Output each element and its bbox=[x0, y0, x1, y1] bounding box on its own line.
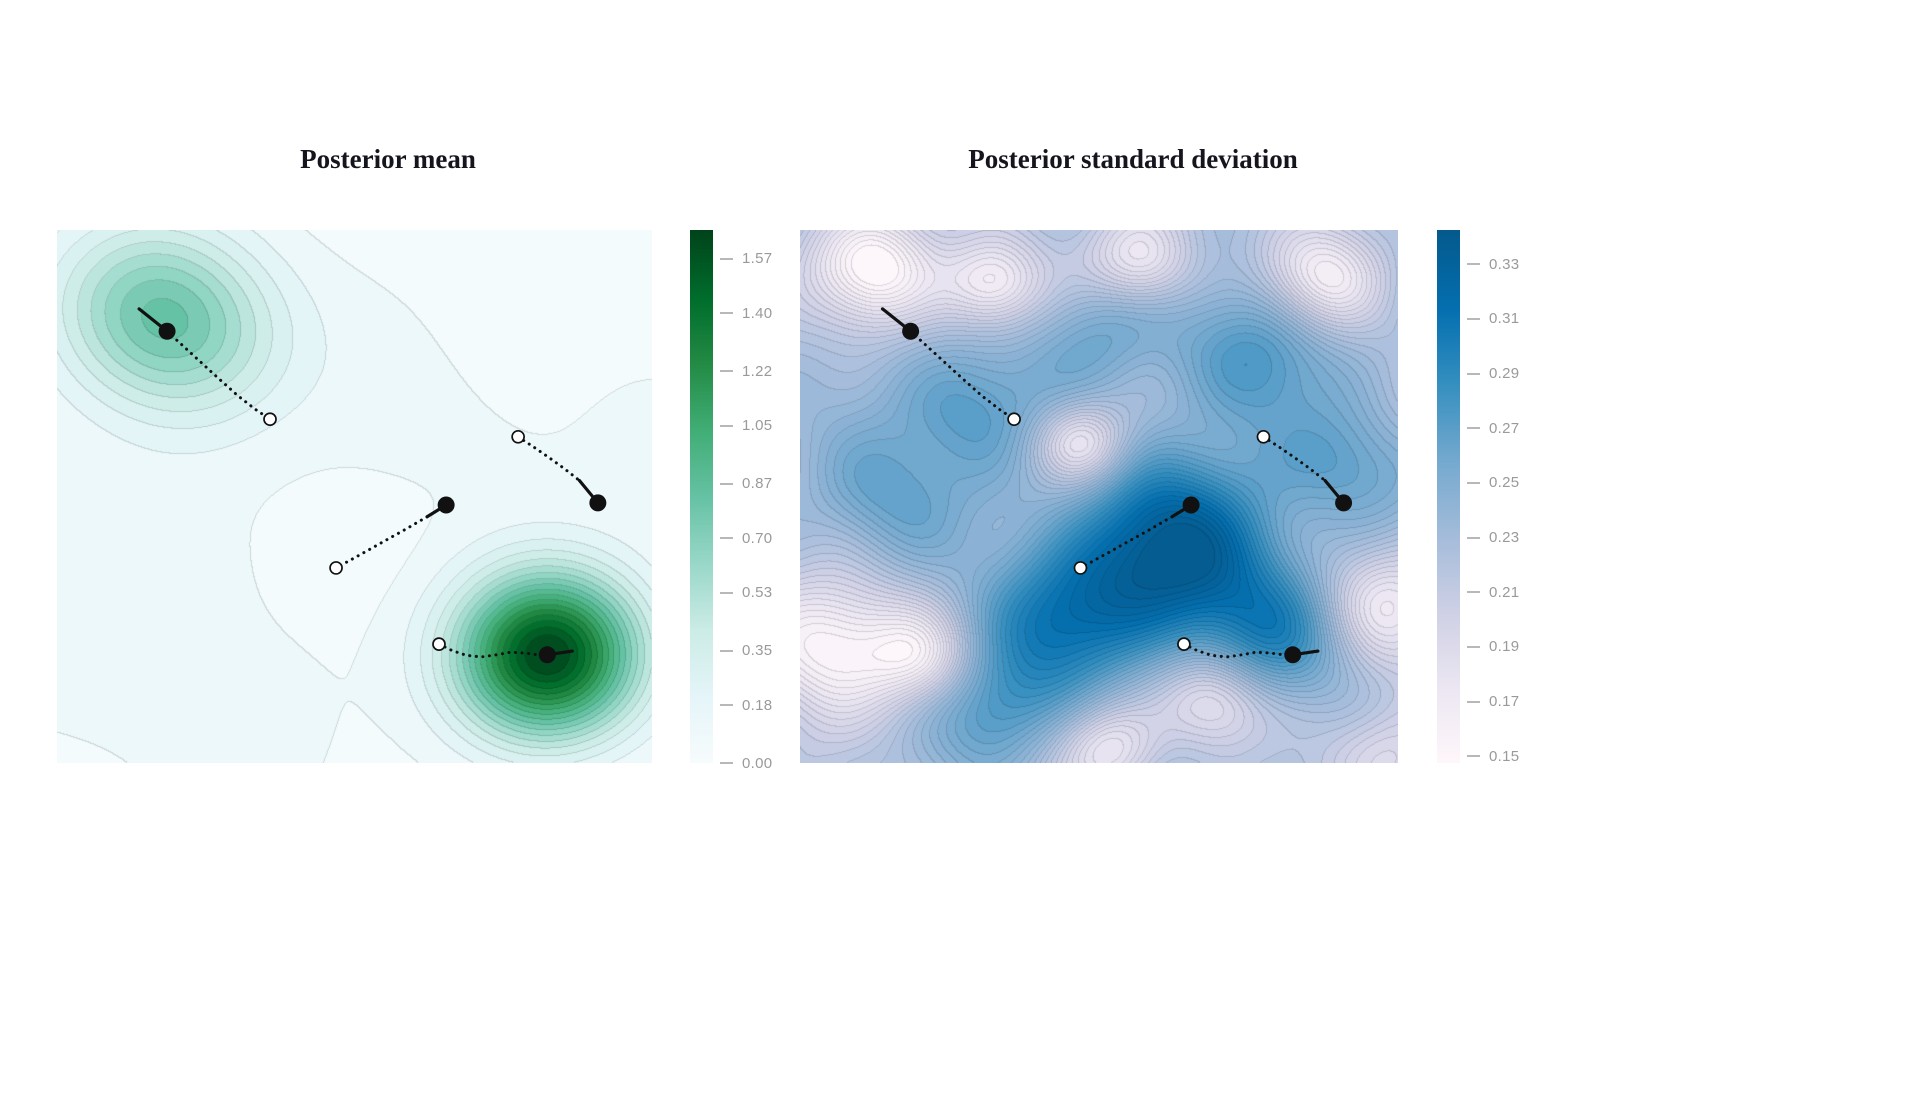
tick-mark bbox=[1467, 645, 1480, 648]
tick-mark bbox=[720, 704, 733, 707]
posterior-std-colorbar bbox=[1437, 230, 1460, 763]
tick-label: 0.17 bbox=[1489, 693, 1520, 710]
tick-label: 0.33 bbox=[1489, 255, 1520, 273]
tick-label: 0.00 bbox=[742, 754, 773, 772]
colorbar-tick: 0.15 bbox=[1467, 747, 1519, 765]
posterior-mean-contour-plot bbox=[57, 230, 652, 763]
colorbar-tick: 0.17 bbox=[1467, 693, 1519, 711]
tick-mark bbox=[720, 370, 733, 373]
colorbar-tick: 0.33 bbox=[1467, 255, 1519, 273]
colorbar-tick: 0.18 bbox=[720, 696, 772, 714]
tick-label: 0.23 bbox=[1489, 529, 1520, 546]
tick-label: 0.70 bbox=[742, 529, 773, 547]
tick-label: 0.31 bbox=[1489, 310, 1520, 328]
posterior-mean-colorbar-ticks: 1.57 1.40 1.22 1.05 0.87 0.70 0.53 0.35 0.18 0.00 bbox=[720, 230, 810, 772]
colorbar-tick: 0.35 bbox=[720, 642, 772, 660]
tick-mark bbox=[720, 424, 733, 427]
colorbar-tick: 0.21 bbox=[1467, 583, 1519, 601]
colorbar-tick: 1.40 bbox=[720, 304, 772, 322]
posterior-std-contour-plot bbox=[800, 230, 1398, 763]
colorbar-tick: 1.22 bbox=[720, 362, 772, 380]
tick-mark bbox=[720, 257, 733, 260]
posterior-std-colorbar-ticks: 0.33 0.31 0.29 0.27 0.25 0.23 0.21 0.19 0.17 0.15 bbox=[1467, 230, 1557, 765]
colorbar-tick: 0.27 bbox=[1467, 419, 1519, 437]
colorbar-tick: 0.19 bbox=[1467, 638, 1519, 656]
colorbar-tick: 0.29 bbox=[1467, 365, 1519, 383]
colorbar-tick: 0.70 bbox=[720, 529, 772, 547]
tick-label: 1.05 bbox=[742, 417, 773, 435]
tick-label: 0.25 bbox=[1489, 474, 1520, 492]
tick-label: 0.15 bbox=[1489, 747, 1520, 765]
colorbar-tick: 1.05 bbox=[720, 417, 772, 435]
tick-mark bbox=[720, 537, 733, 540]
tick-mark bbox=[1467, 755, 1480, 758]
tick-label: 1.22 bbox=[742, 362, 773, 380]
colorbar-tick: 0.31 bbox=[1467, 310, 1519, 328]
tick-mark bbox=[720, 482, 733, 485]
tick-mark bbox=[1467, 263, 1480, 266]
tick-label: 0.29 bbox=[1489, 365, 1520, 382]
tick-mark bbox=[1467, 317, 1480, 320]
colorbar-tick: 0.00 bbox=[720, 754, 772, 772]
posterior-mean-colorbar bbox=[690, 230, 713, 763]
tick-mark bbox=[1467, 427, 1480, 430]
tick-mark bbox=[1467, 700, 1480, 703]
tick-mark bbox=[720, 762, 733, 764]
posterior-mean-title: Posterior mean bbox=[300, 144, 476, 174]
tick-label: 0.35 bbox=[742, 642, 773, 660]
tick-mark bbox=[1467, 591, 1480, 594]
tick-label: 0.18 bbox=[742, 696, 773, 714]
colorbar-tick: 0.23 bbox=[1467, 529, 1519, 547]
tick-mark bbox=[720, 312, 733, 315]
tick-label: 1.57 bbox=[742, 250, 773, 268]
tick-label: 1.40 bbox=[742, 304, 773, 322]
tick-mark bbox=[1467, 481, 1480, 484]
posterior-std-title: Posterior standard deviation bbox=[968, 144, 1298, 174]
colorbar-tick: 0.25 bbox=[1467, 474, 1519, 492]
tick-label: 0.19 bbox=[1489, 638, 1520, 656]
tick-label: 0.27 bbox=[1489, 419, 1520, 437]
colorbar-tick: 0.53 bbox=[720, 584, 772, 602]
tick-label: 0.87 bbox=[742, 475, 773, 493]
tick-label: 0.21 bbox=[1489, 583, 1520, 601]
colorbar-tick: 0.87 bbox=[720, 475, 772, 493]
tick-mark bbox=[1467, 372, 1480, 375]
tick-mark bbox=[1467, 536, 1480, 539]
colorbar-tick: 1.57 bbox=[720, 250, 772, 268]
tick-mark bbox=[720, 591, 733, 594]
tick-label: 0.53 bbox=[742, 584, 773, 602]
tick-mark bbox=[720, 649, 733, 652]
